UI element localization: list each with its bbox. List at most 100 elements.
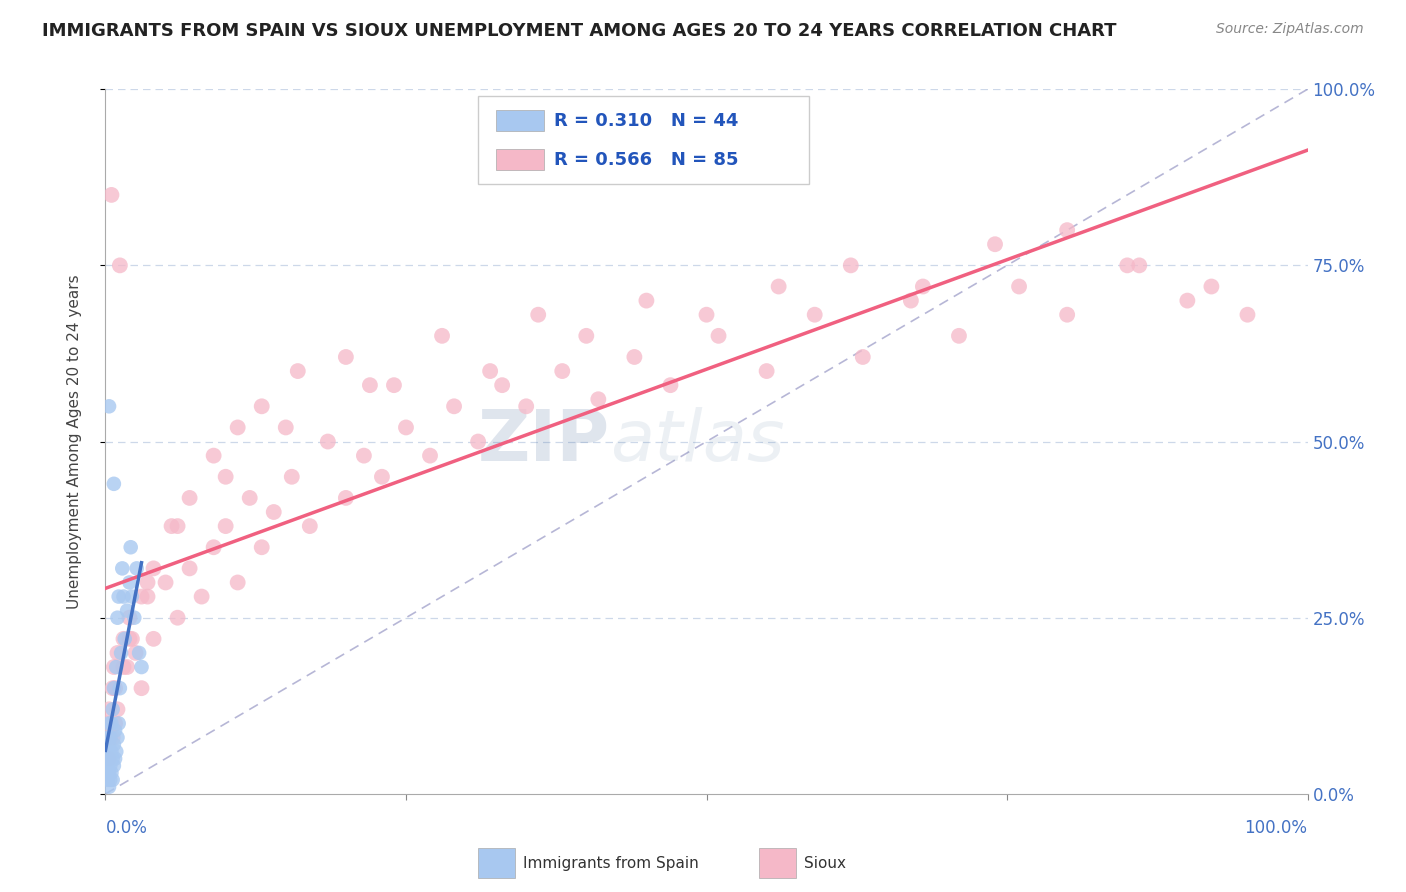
Point [419, 449, 441, 463]
Point [298, 519, 321, 533]
Point [948, 328, 970, 343]
Point [104, 723, 127, 738]
Point [166, 610, 188, 624]
Point [120, 540, 142, 554]
Point [98, 751, 121, 765]
Point [97, 731, 120, 745]
Point [103, 681, 125, 696]
Point [118, 610, 141, 624]
Text: atlas: atlas [610, 407, 785, 476]
Point [107, 702, 129, 716]
FancyBboxPatch shape [478, 96, 808, 185]
Point [142, 561, 165, 575]
Point [103, 660, 125, 674]
Point [125, 561, 148, 575]
Point [166, 519, 188, 533]
Point [124, 646, 146, 660]
Point [100, 187, 122, 202]
Bar [496, 149, 544, 170]
Point [124, 610, 146, 624]
Point [104, 751, 127, 765]
Point [467, 434, 489, 449]
Point [98, 399, 121, 413]
Point [281, 469, 304, 483]
Point [984, 237, 1007, 252]
Bar [478, 848, 515, 878]
Point [1236, 308, 1258, 322]
Point [755, 364, 778, 378]
Point [112, 632, 135, 646]
Point [97, 745, 120, 759]
Point [839, 259, 862, 273]
Point [575, 328, 598, 343]
Point [107, 731, 129, 745]
Point [103, 476, 125, 491]
Point [479, 364, 502, 378]
Point [382, 378, 405, 392]
Point [359, 378, 381, 392]
Text: 100.0%: 100.0% [1244, 819, 1308, 837]
Text: R = 0.310   N = 44: R = 0.310 N = 44 [554, 112, 738, 130]
Point [696, 308, 718, 322]
Point [527, 308, 550, 322]
Point [214, 469, 236, 483]
Point [852, 350, 875, 364]
Point [263, 505, 285, 519]
Point [115, 604, 138, 618]
Point [114, 632, 136, 646]
Point [160, 519, 183, 533]
Point [250, 399, 273, 413]
Point [105, 660, 128, 674]
Point [98, 765, 121, 780]
Point [100, 745, 122, 759]
Point [214, 519, 236, 533]
Point [100, 765, 122, 780]
Point [911, 279, 934, 293]
Text: Source: ZipAtlas.com: Source: ZipAtlas.com [1216, 22, 1364, 37]
Point [226, 420, 249, 434]
Point [101, 681, 124, 696]
Point [202, 540, 225, 554]
Text: ZIP: ZIP [478, 407, 610, 476]
Point [491, 378, 513, 392]
Point [1201, 279, 1223, 293]
Point [515, 399, 537, 413]
Point [101, 731, 124, 745]
Point [1008, 279, 1031, 293]
Point [101, 772, 124, 787]
Point [659, 378, 682, 392]
Point [98, 772, 121, 787]
Point [239, 491, 262, 505]
Point [107, 610, 129, 624]
Point [588, 392, 610, 407]
Point [131, 590, 153, 604]
Point [131, 660, 153, 674]
Text: IMMIGRANTS FROM SPAIN VS SIOUX UNEMPLOYMENT AMONG AGES 20 TO 24 YEARS CORRELATIO: IMMIGRANTS FROM SPAIN VS SIOUX UNEMPLOYM… [42, 22, 1116, 40]
Point [110, 646, 132, 660]
Point [112, 660, 135, 674]
Point [803, 308, 825, 322]
Point [1056, 308, 1078, 322]
Point [707, 328, 730, 343]
Point [97, 758, 120, 772]
Point [103, 758, 125, 772]
Point [115, 660, 138, 674]
Point [104, 681, 127, 696]
Point [97, 772, 120, 787]
Bar [496, 111, 544, 131]
Text: Immigrants from Spain: Immigrants from Spain [523, 855, 699, 871]
Point [107, 716, 129, 731]
Point [98, 731, 121, 745]
Point [108, 681, 131, 696]
Point [136, 575, 159, 590]
Point [202, 449, 225, 463]
Point [96, 765, 118, 780]
Point [98, 716, 121, 731]
Point [335, 350, 357, 364]
Point [98, 758, 121, 772]
Point [287, 364, 309, 378]
Point [98, 731, 121, 745]
Text: R = 0.566   N = 85: R = 0.566 N = 85 [554, 151, 738, 169]
Point [118, 632, 141, 646]
Point [112, 590, 135, 604]
